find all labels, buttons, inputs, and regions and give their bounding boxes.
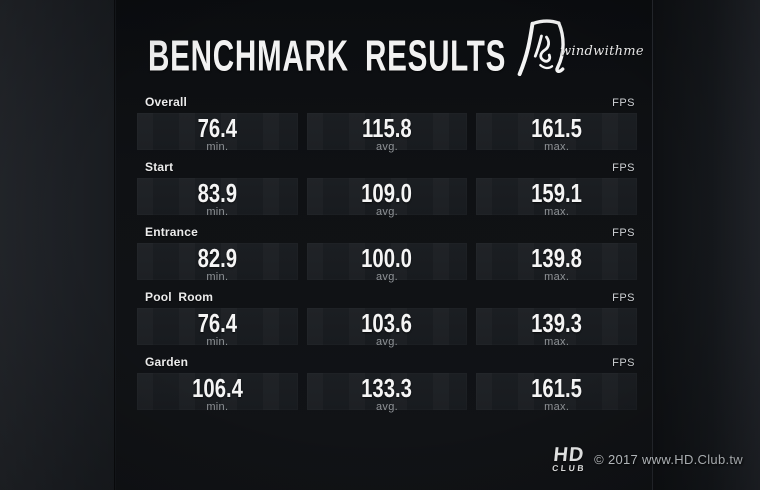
stat-box-max: 161.5 max. bbox=[476, 373, 638, 413]
hdclub-logo: HD CLUB bbox=[551, 443, 589, 473]
stat-box-min: 83.9 min. bbox=[137, 178, 298, 218]
max-value: 139.3 bbox=[531, 308, 583, 338]
min-value: 82.9 bbox=[197, 243, 238, 273]
stat-box-avg: 103.6 avg. bbox=[306, 308, 468, 348]
hdclub-logo-club: CLUB bbox=[551, 462, 587, 473]
max-label: max. bbox=[544, 206, 570, 218]
stat-row: 106.4 min. 133.3 avg. 161.5 max. bbox=[137, 373, 638, 413]
section-name: Start bbox=[145, 160, 174, 174]
min-label: min. bbox=[206, 206, 229, 218]
fps-unit-label: FPS bbox=[612, 227, 635, 239]
header: BENCHMARK RESULTS windwithme bbox=[116, 0, 652, 92]
min-label: min. bbox=[206, 401, 229, 413]
title-word-benchmark: BENCHMARK bbox=[148, 31, 349, 81]
stat-box-avg: 133.3 avg. bbox=[306, 373, 468, 413]
stat-box-min: 82.9 min. bbox=[137, 243, 298, 283]
avg-label: avg. bbox=[376, 336, 398, 348]
section-garden: Garden FPS 106.4 min. 133.3 avg. 161.5 m… bbox=[137, 354, 638, 413]
left-margin-strip bbox=[0, 0, 115, 490]
avg-value: 109.0 bbox=[361, 178, 413, 208]
copyright-text: © 2017 www.HD.Club.tw bbox=[594, 451, 743, 467]
max-value: 159.1 bbox=[531, 178, 583, 208]
windwithme-logo: windwithme bbox=[514, 18, 644, 86]
stat-box-avg: 109.0 avg. bbox=[306, 178, 468, 218]
section-overall: Overall FPS 76.4 min. 115.8 avg. 161.5 m… bbox=[137, 94, 638, 153]
stat-row: 76.4 min. 103.6 avg. 139.3 max. bbox=[137, 308, 638, 348]
min-label: min. bbox=[206, 271, 229, 283]
section-name: Overall bbox=[145, 95, 188, 109]
max-label: max. bbox=[544, 336, 570, 348]
section-start: Start FPS 83.9 min. 109.0 avg. 159.1 max… bbox=[137, 159, 638, 218]
page-title: BENCHMARK RESULTS bbox=[148, 34, 506, 78]
section-header: Garden FPS bbox=[137, 354, 637, 369]
stat-box-max: 139.8 max. bbox=[476, 243, 638, 283]
min-label: min. bbox=[206, 336, 229, 348]
fps-unit-label: FPS bbox=[612, 357, 635, 369]
fps-unit-label: FPS bbox=[612, 162, 635, 174]
windwithme-script-label: windwithme bbox=[560, 44, 644, 59]
avg-label: avg. bbox=[376, 401, 398, 413]
right-margin-strip bbox=[652, 0, 760, 490]
stat-box-avg: 100.0 avg. bbox=[306, 243, 468, 283]
section-name: Garden bbox=[145, 355, 189, 369]
stat-box-min: 76.4 min. bbox=[137, 308, 298, 348]
min-label: min. bbox=[206, 141, 229, 153]
stat-box-min: 76.4 min. bbox=[137, 113, 298, 153]
max-value: 161.5 bbox=[531, 373, 583, 403]
max-label: max. bbox=[544, 271, 570, 283]
title-word-results: RESULTS bbox=[364, 31, 507, 81]
stat-box-max: 159.1 max. bbox=[476, 178, 638, 218]
benchmark-panel: BENCHMARK RESULTS windwithme bbox=[116, 0, 652, 490]
avg-value: 133.3 bbox=[361, 373, 413, 403]
max-label: max. bbox=[544, 401, 570, 413]
min-value: 106.4 bbox=[191, 373, 243, 403]
avg-label: avg. bbox=[376, 141, 398, 153]
section-header: Start FPS bbox=[137, 159, 637, 174]
max-value: 161.5 bbox=[531, 113, 583, 143]
section-name: Pool Room bbox=[145, 290, 214, 304]
stat-box-min: 106.4 min. bbox=[137, 373, 298, 413]
min-value: 76.4 bbox=[197, 308, 238, 338]
section-name: Entrance bbox=[145, 225, 198, 239]
section-header: Pool Room FPS bbox=[137, 289, 637, 304]
avg-value: 115.8 bbox=[362, 113, 412, 143]
fps-unit-label: FPS bbox=[612, 97, 635, 109]
max-value: 139.8 bbox=[531, 243, 583, 273]
section-pool-room: Pool Room FPS 76.4 min. 103.6 avg. 139.3… bbox=[137, 289, 638, 348]
section-header: Overall FPS bbox=[137, 94, 637, 109]
fps-unit-label: FPS bbox=[612, 292, 635, 304]
min-value: 83.9 bbox=[197, 178, 238, 208]
stat-row: 83.9 min. 109.0 avg. 159.1 max. bbox=[137, 178, 638, 218]
avg-value: 103.6 bbox=[361, 308, 413, 338]
avg-value: 100.0 bbox=[361, 243, 413, 273]
stat-box-max: 139.3 max. bbox=[476, 308, 638, 348]
benchmark-sections: Overall FPS 76.4 min. 115.8 avg. 161.5 m… bbox=[116, 92, 652, 413]
avg-label: avg. bbox=[376, 271, 398, 283]
section-entrance: Entrance FPS 82.9 min. 100.0 avg. 139.8 … bbox=[137, 224, 638, 283]
section-header: Entrance FPS bbox=[137, 224, 637, 239]
stat-row: 76.4 min. 115.8 avg. 161.5 max. bbox=[137, 113, 638, 153]
stat-box-avg: 115.8 avg. bbox=[306, 113, 468, 153]
avg-label: avg. bbox=[376, 206, 398, 218]
max-label: max. bbox=[544, 141, 570, 153]
min-value: 76.4 bbox=[197, 113, 238, 143]
watermark: HD CLUB © 2017 www.HD.Club.tw bbox=[551, 443, 743, 473]
stat-box-max: 161.5 max. bbox=[476, 113, 638, 153]
stat-row: 82.9 min. 100.0 avg. 139.8 max. bbox=[137, 243, 638, 283]
hdclub-logo-hd: HD bbox=[552, 443, 586, 466]
